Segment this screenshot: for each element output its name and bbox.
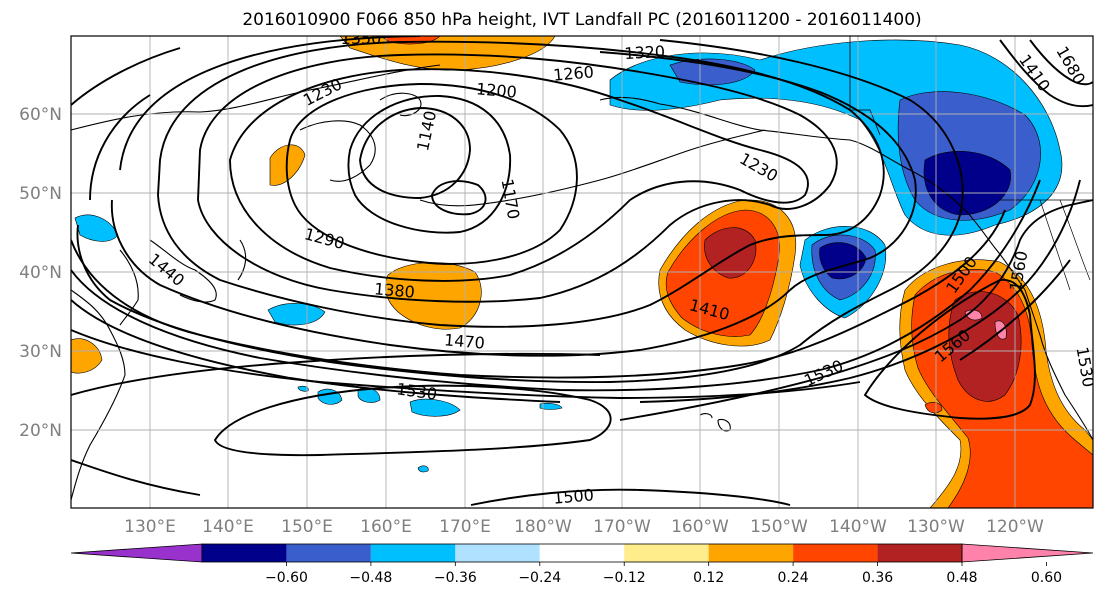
coastlines xyxy=(71,36,1093,501)
contour-1140 xyxy=(359,107,471,199)
lat-label: 20°N xyxy=(19,421,62,441)
negative-anomaly-hawaii-west-3 xyxy=(409,398,461,417)
contour-1170 xyxy=(347,95,512,234)
negative-anomaly-hawaii-west-5 xyxy=(297,385,309,392)
colorbar-bin xyxy=(793,544,878,562)
coastline-us-west xyxy=(1024,289,1093,441)
colorbar-tick-label: −0.36 xyxy=(434,570,477,586)
colorbar-tick-label: 0.12 xyxy=(693,570,724,586)
colorbar-tick-label: 0.60 xyxy=(1031,570,1062,586)
lat-label: 50°N xyxy=(19,184,62,204)
lon-label: 150°E xyxy=(281,517,333,537)
colorbar-tick-label: −0.48 xyxy=(349,570,392,586)
colorbar-outline xyxy=(201,543,963,563)
lon-label: 140°E xyxy=(202,517,254,537)
graticule xyxy=(71,36,1093,508)
contour-1230 xyxy=(229,68,809,282)
contour-1410-ne xyxy=(999,39,1093,108)
colorbar-tick-label: 0.24 xyxy=(778,570,809,586)
colorbar-bin xyxy=(539,544,625,562)
colorbar-tick-label: 0.36 xyxy=(862,570,893,586)
lon-label: 140°W xyxy=(829,517,887,537)
coastline-kamchatka xyxy=(299,120,376,182)
lon-label: 150°W xyxy=(750,517,808,537)
lat-label: 60°N xyxy=(19,105,62,125)
lon-label: 130°W xyxy=(907,517,965,537)
colorbar-bin xyxy=(455,544,540,562)
coastline-bc xyxy=(964,209,1026,291)
contour-1500-north xyxy=(71,352,601,396)
colorbar-tick-label: 0.48 xyxy=(946,570,977,586)
contour-label: 1200 xyxy=(475,79,517,101)
contour-1530 xyxy=(213,384,612,457)
lat-label: 30°N xyxy=(19,342,62,362)
colorbar-bin xyxy=(202,544,287,562)
contour-1500-south xyxy=(71,459,791,506)
coastline-china xyxy=(71,289,126,501)
map-frame xyxy=(70,35,1094,509)
contour-label: 1500 xyxy=(552,485,594,507)
lat-label: 40°N xyxy=(19,263,62,283)
positive-anomaly-small-subtropical xyxy=(924,401,943,414)
contour-label: 1320 xyxy=(624,42,666,63)
colorbar-tick-label: −0.60 xyxy=(265,570,308,586)
contour-1680 xyxy=(1029,39,1093,86)
negative-anomaly-gulf-max xyxy=(923,150,1011,216)
contour-1290 xyxy=(157,40,885,328)
colorbar-bin xyxy=(370,544,456,562)
lon-labels: 130°E 140°E 150°E 160°E 170°E 180°W 170°… xyxy=(124,517,1044,537)
positive-anomaly-california-max xyxy=(948,291,1022,402)
contour-1380 xyxy=(71,47,1006,379)
lat-labels: 60°N 50°N 40°N 30°N 20°N xyxy=(19,105,62,441)
contour-label: 1260 xyxy=(552,62,594,84)
lon-label: 160°E xyxy=(360,517,412,537)
colorbar: −0.60 −0.48 −0.36 −0.24 −0.12 0.12 0.24 0.36 0.4… xyxy=(70,543,1094,586)
contour-1470 xyxy=(71,259,1071,399)
contour-1530-east xyxy=(619,199,1093,421)
lon-label: 170°E xyxy=(439,517,491,537)
colorbar-extend-max xyxy=(961,543,1094,563)
coastline-aleutians xyxy=(419,129,766,207)
coastline-chukotka xyxy=(379,92,422,117)
coastline-siberia xyxy=(71,64,441,131)
colorbar-tick-label: −0.12 xyxy=(603,570,646,586)
colorbar-extend-min xyxy=(70,543,203,563)
contour-1410 xyxy=(71,179,1041,392)
contour-1320 xyxy=(110,36,917,357)
lon-label: 160°W xyxy=(671,517,729,537)
coastline-japan xyxy=(149,239,247,303)
contour-label: 1380 xyxy=(373,279,415,301)
contour-1560 xyxy=(863,278,1036,420)
contour-1170-inner xyxy=(431,180,487,216)
negative-anomaly-small-south xyxy=(417,465,429,473)
lon-label: 120°W xyxy=(986,517,1044,537)
colorbar-bin xyxy=(286,544,371,562)
colorbar-bin xyxy=(708,544,794,562)
contour-1200 xyxy=(285,83,578,265)
colorbar-bin xyxy=(877,544,962,562)
contour-label: 1350 xyxy=(341,29,382,48)
contour-label: 1470 xyxy=(443,330,485,352)
colorbar-bin xyxy=(624,544,709,562)
positive-anomaly-west-edge xyxy=(71,338,103,374)
lon-label: 170°W xyxy=(593,517,651,537)
negative-anomaly-west-pacific xyxy=(267,303,326,326)
colorbar-tick-label: −0.24 xyxy=(518,570,561,586)
map-title: 2016010900 F066 850 hPa height, IVT Land… xyxy=(242,10,921,30)
lon-label: 180°W xyxy=(514,517,572,537)
height-contours xyxy=(71,36,1093,506)
contour-1260 xyxy=(197,53,838,303)
lon-label: 130°E xyxy=(124,517,176,537)
coastline-korea xyxy=(119,249,139,326)
